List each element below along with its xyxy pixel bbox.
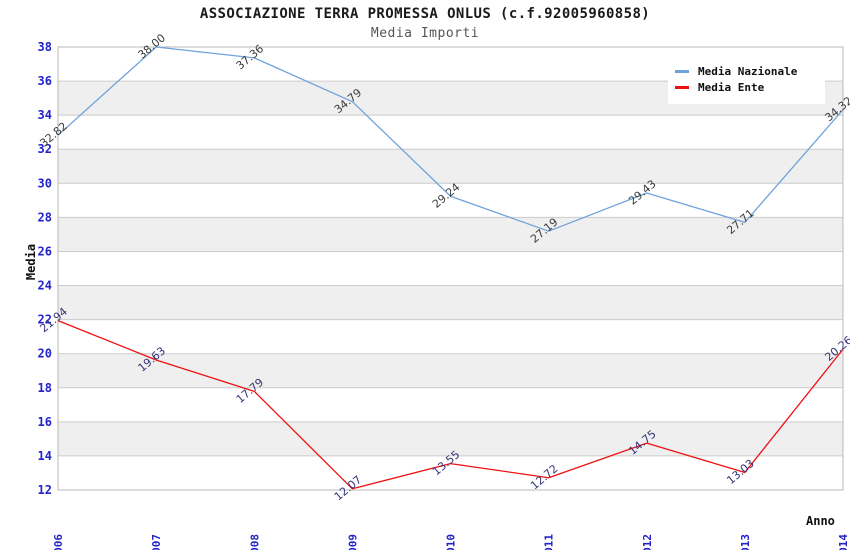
- plot-border: [57, 46, 844, 491]
- legend: Media Nazionale Media Ente: [668, 57, 825, 104]
- y-tick-label: 24: [38, 279, 52, 293]
- x-tick-label: 2012: [641, 534, 654, 550]
- y-tick-label: 14: [38, 449, 52, 463]
- y-tick-label: 20: [38, 347, 52, 361]
- y-tick-label: 18: [38, 381, 52, 395]
- x-tick-label: 2014: [837, 534, 850, 550]
- plot-band: [58, 251, 843, 286]
- series-line-media-nazionale: [57, 46, 844, 232]
- y-tick-label: 26: [38, 244, 52, 258]
- legend-label-nazionale: Media Nazionale: [698, 65, 798, 78]
- x-tick-label: 2013: [739, 534, 752, 550]
- y-tick-label: 12: [38, 483, 52, 497]
- chart-subtitle: Media Importi: [370, 26, 480, 41]
- y-tick-label: 32: [38, 142, 52, 156]
- legend-marker-ente-icon: [675, 86, 689, 89]
- plot-band: [58, 183, 843, 218]
- x-tick-label: 2010: [445, 534, 458, 550]
- y-tick-label: 30: [38, 176, 52, 190]
- plot-band: [58, 421, 843, 456]
- legend-marker-nazionale-icon: [675, 70, 689, 73]
- y-tick-label: 38: [38, 40, 52, 54]
- x-axis-title: Anno: [806, 514, 835, 528]
- plot-band: [58, 319, 843, 354]
- series-line-media-ente: [57, 320, 844, 490]
- y-tick-label: 22: [38, 313, 52, 327]
- legend-item-media-nazionale: Media Nazionale: [675, 65, 819, 78]
- plot-band: [58, 149, 843, 184]
- y-tick-label: 34: [38, 108, 52, 122]
- x-tick-label: 2011: [543, 534, 556, 550]
- x-tick-label: 2006: [52, 534, 65, 550]
- x-tick-label: 2008: [248, 534, 261, 550]
- y-axis-title: Media: [24, 243, 39, 281]
- plot-band: [58, 285, 843, 320]
- legend-label-ente: Media Ente: [698, 81, 765, 94]
- plot-band: [58, 353, 843, 388]
- y-tick-label: 16: [38, 415, 52, 429]
- y-tick-label: 36: [38, 74, 52, 88]
- plot-band: [58, 387, 843, 422]
- x-tick-label: 2009: [346, 534, 359, 550]
- chart-title: ASSOCIAZIONE TERRA PROMESSA ONLUS (c.f.9…: [199, 6, 651, 22]
- plot-band: [58, 455, 843, 490]
- plot-band: [58, 115, 843, 150]
- legend-item-media-ente: Media Ente: [675, 81, 819, 94]
- y-tick-label: 28: [38, 210, 52, 224]
- plot-band: [58, 217, 843, 252]
- x-tick-label: 2007: [150, 534, 163, 550]
